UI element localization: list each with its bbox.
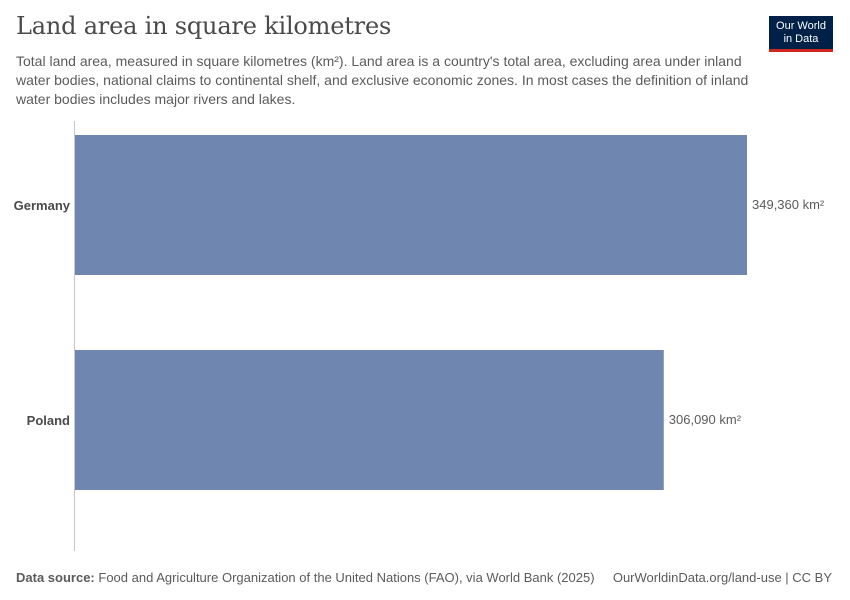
category-label-poland: Poland	[27, 413, 70, 428]
credit-link[interactable]: OurWorldinData.org/land-use | CC BY	[612, 570, 832, 585]
logo-line-2: in Data	[783, 32, 819, 45]
owid-logo[interactable]: Our World in Data	[769, 16, 833, 52]
chart-subtitle: Total land area, measured in square kilo…	[16, 53, 749, 107]
value-label-poland: 306,090 km²	[669, 412, 742, 427]
bar-poland[interactable]	[75, 350, 664, 490]
bar-germany[interactable]	[75, 135, 747, 275]
value-label-germany: 349,360 km²	[752, 197, 825, 212]
data-source-label: Data source:	[16, 570, 95, 585]
logo-line-1: Our World	[776, 19, 826, 32]
category-label-germany: Germany	[14, 198, 71, 213]
data-source: Data source: Food and Agriculture Organi…	[16, 570, 595, 585]
bar-chart: Germany 349,360 km² Poland 306,090 km²	[14, 121, 825, 551]
chart-title: Land area in square kilometres	[16, 12, 392, 40]
data-source-text[interactable]: Food and Agriculture Organization of the…	[98, 570, 595, 585]
footer: Data source: Food and Agriculture Organi…	[16, 570, 832, 585]
bars-group: Germany 349,360 km² Poland 306,090 km²	[14, 135, 825, 490]
